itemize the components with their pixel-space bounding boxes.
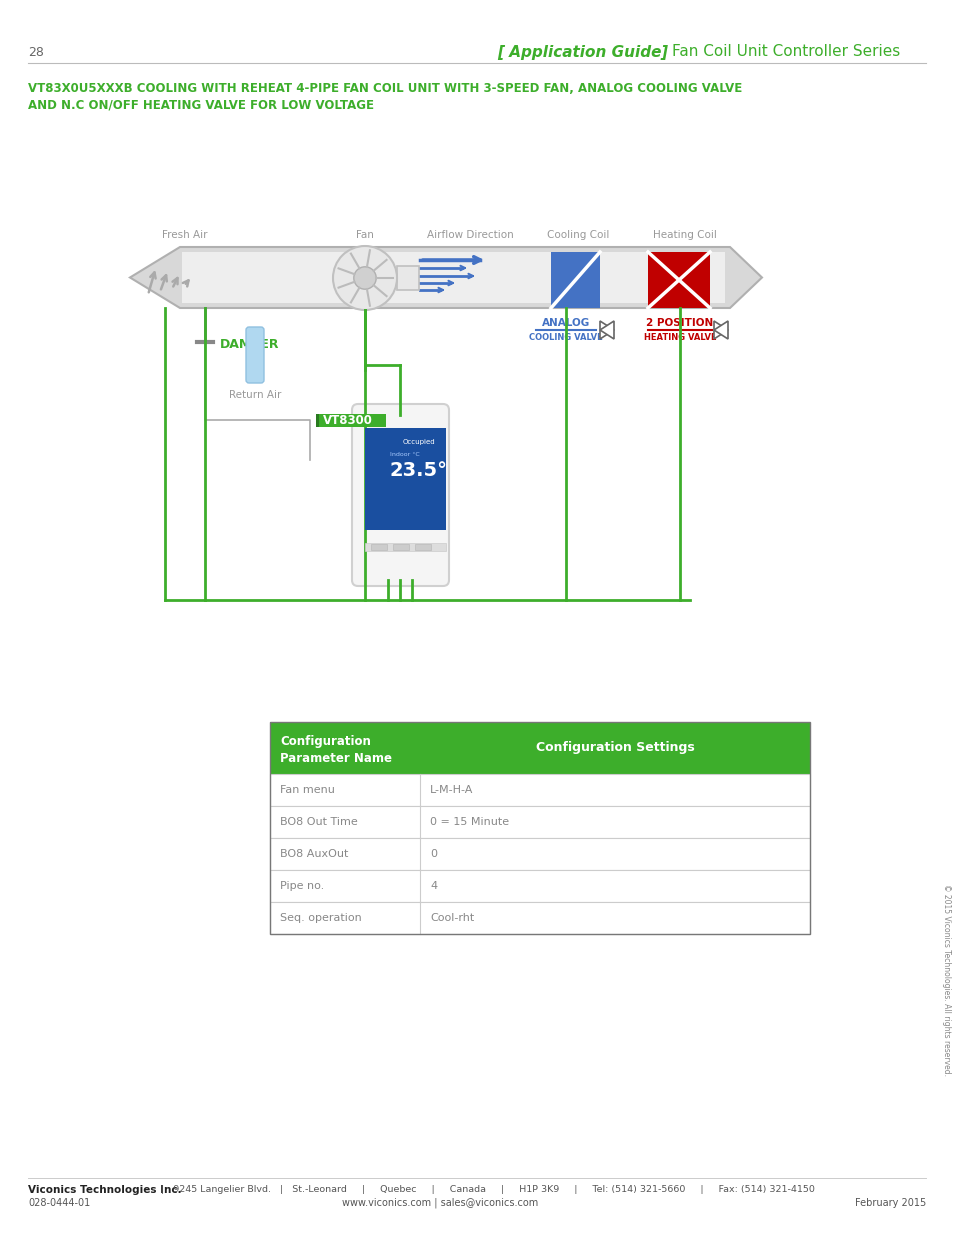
Bar [270,774,809,806]
Text: 28: 28 [28,46,44,58]
Circle shape [354,267,375,289]
Text: [ Application Guide: [ Application Guide [497,44,660,59]
Text: Viconics Technologies Inc.: Viconics Technologies Inc. [28,1186,181,1195]
Text: Configuration Settings: Configuration Settings [535,741,694,755]
Circle shape [333,246,396,310]
Text: ]: ] [659,44,666,59]
Text: Fan Coil Unit Controller Series: Fan Coil Unit Controller Series [671,44,900,59]
Text: Fan menu: Fan menu [280,785,335,795]
Text: Pipe no.: Pipe no. [280,881,324,890]
Text: 2 POSITION: 2 POSITION [646,317,713,329]
Bar [270,722,809,934]
Text: Fresh Air: Fresh Air [162,230,208,240]
Text: © 2015 Viconics Technologies. All rights reserved.: © 2015 Viconics Technologies. All rights… [942,884,950,1076]
Text: Return Air: Return Air [229,390,281,400]
Bar [270,806,809,839]
Bar [365,429,446,530]
Bar [415,543,431,550]
Bar [270,722,809,774]
Text: 0 = 15 Minute: 0 = 15 Minute [430,818,509,827]
Text: 4: 4 [430,881,436,890]
Bar [317,414,386,427]
Bar [371,543,387,550]
Text: HEATING VALVE: HEATING VALVE [643,332,716,342]
Polygon shape [713,321,727,338]
Polygon shape [130,247,761,308]
Text: Airflow Direction: Airflow Direction [426,230,513,240]
Text: VT8300: VT8300 [323,415,373,427]
FancyBboxPatch shape [352,404,449,585]
Text: Indoor °C: Indoor °C [390,452,419,457]
Bar [551,252,599,308]
Bar [270,869,809,902]
Text: AND N.C ON/OFF HEATING VALVE FOR LOW VOLTAGE: AND N.C ON/OFF HEATING VALVE FOR LOW VOL… [28,98,374,111]
Bar [393,543,409,550]
Bar [270,902,809,934]
Polygon shape [599,321,614,338]
Text: COOLING VALVE: COOLING VALVE [529,332,602,342]
Text: VT83X0U5XXXB COOLING WITH REHEAT 4-PIPE FAN COIL UNIT WITH 3-SPEED FAN, ANALOG C: VT83X0U5XXXB COOLING WITH REHEAT 4-PIPE … [28,82,741,95]
FancyBboxPatch shape [246,327,264,383]
Bar [365,543,446,551]
Polygon shape [396,266,418,290]
Text: Occupied: Occupied [402,438,436,445]
Bar [270,839,809,869]
Text: Fan: Fan [355,230,374,240]
Text: www.viconics.com | sales@viconics.com: www.viconics.com | sales@viconics.com [341,1198,537,1208]
Text: |   9245 Langelier Blvd.   |   St.-Leonard     |     Quebec     |     Canada    : | 9245 Langelier Blvd. | St.-Leonard | Q… [154,1186,814,1194]
Text: 028-0444-01: 028-0444-01 [28,1198,91,1208]
Text: Seq. operation: Seq. operation [280,913,361,923]
Text: February 2015: February 2015 [854,1198,925,1208]
Text: Parameter Name: Parameter Name [280,752,392,764]
Text: Heating Coil: Heating Coil [653,230,717,240]
Text: Cool-rht: Cool-rht [430,913,474,923]
Bar [647,252,709,308]
Polygon shape [599,321,614,338]
Text: Configuration: Configuration [280,736,371,748]
Text: L-M-H-A: L-M-H-A [430,785,473,795]
Text: Cooling Coil: Cooling Coil [546,230,609,240]
Text: DAMPER: DAMPER [220,338,279,352]
Polygon shape [713,321,727,338]
Bar [315,414,318,427]
Text: 23.5°: 23.5° [390,461,448,479]
Polygon shape [182,252,724,303]
Text: BO8 AuxOut: BO8 AuxOut [280,848,348,860]
Text: BO8 Out Time: BO8 Out Time [280,818,357,827]
Text: 0: 0 [430,848,436,860]
Text: ANALOG: ANALOG [541,317,590,329]
